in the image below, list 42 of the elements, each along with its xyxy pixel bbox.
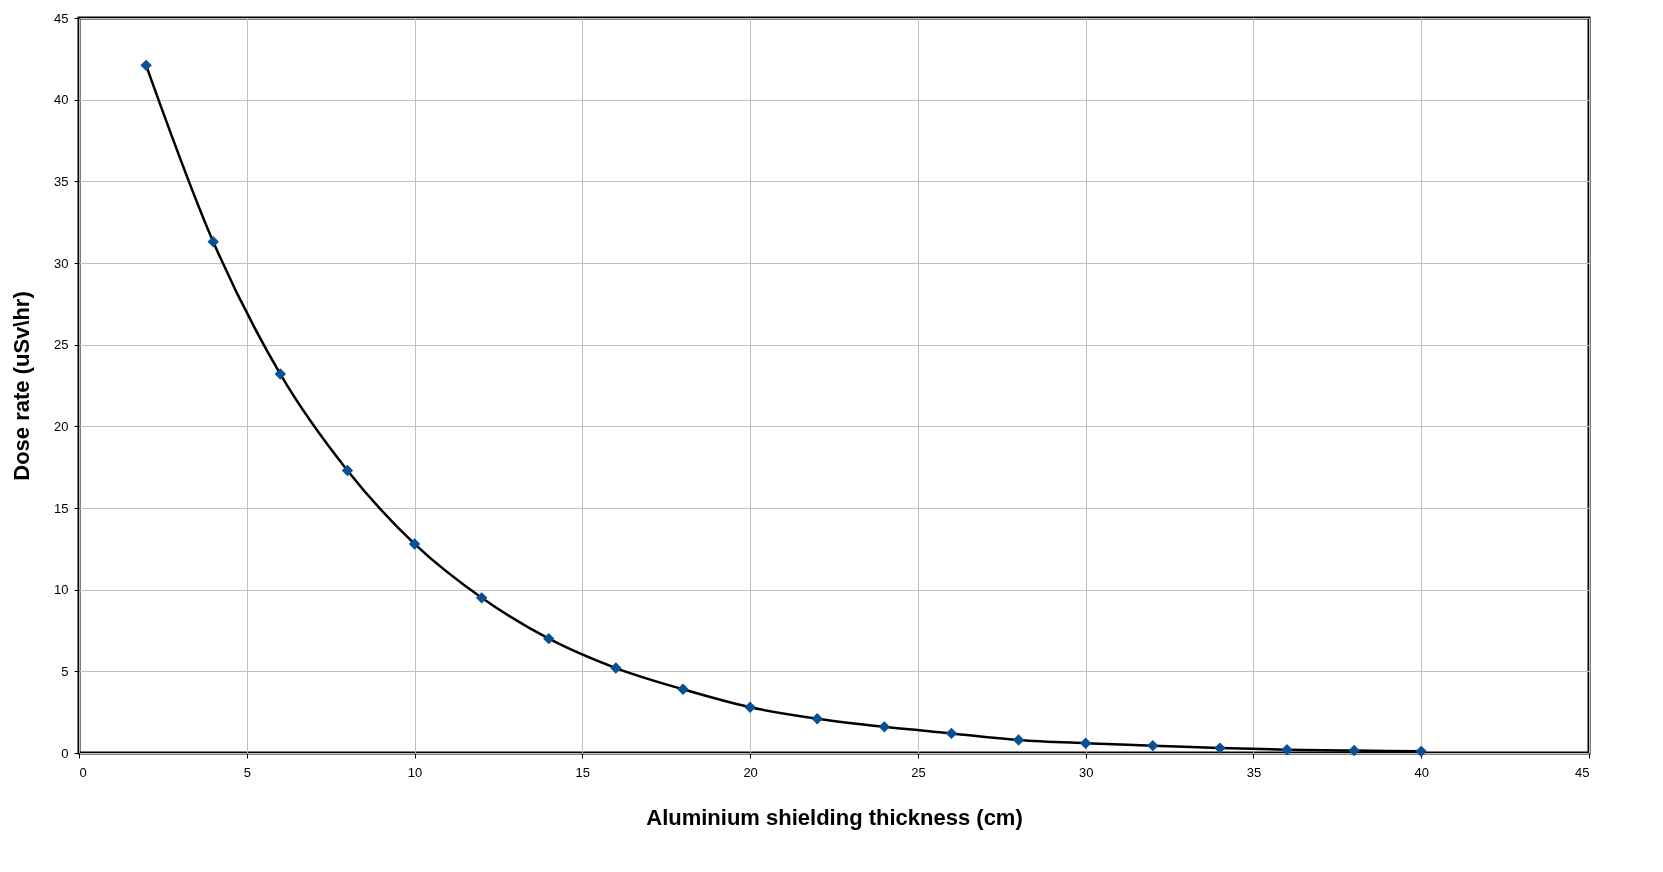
x-tick-label: 0 xyxy=(79,764,87,780)
y-tick-label: 5 xyxy=(61,663,69,679)
x-tick-label: 35 xyxy=(1246,764,1262,780)
point xyxy=(1012,734,1025,746)
point xyxy=(543,632,555,645)
x-tick-label: 25 xyxy=(911,764,926,780)
y-tick-label: 35 xyxy=(54,173,69,189)
y-tick-label: 10 xyxy=(54,582,69,598)
x-axis-title: Aluminium shielding thickness (cm) xyxy=(646,804,1023,830)
point xyxy=(744,701,756,713)
x-tick-label: 20 xyxy=(743,764,758,780)
point xyxy=(610,662,622,674)
x-tick-label: 10 xyxy=(407,764,423,780)
point xyxy=(475,592,488,604)
point xyxy=(140,59,152,72)
x-tick-label: 30 xyxy=(1078,764,1094,780)
point xyxy=(878,721,891,733)
y-tick-label: 0 xyxy=(61,745,69,761)
point xyxy=(1214,742,1226,754)
point xyxy=(1415,745,1427,758)
x-tick-label: 15 xyxy=(575,764,591,780)
point xyxy=(341,464,354,477)
y-tick-label: 45 xyxy=(54,10,69,26)
y-tick-label: 40 xyxy=(54,92,69,108)
y-tick-label: 30 xyxy=(54,255,69,271)
y-tick-label: 25 xyxy=(54,337,69,353)
point xyxy=(207,236,219,248)
point xyxy=(1147,739,1159,752)
point xyxy=(945,727,958,740)
y-tick-label: 20 xyxy=(54,418,69,434)
x-tick-label: 5 xyxy=(243,764,251,780)
point xyxy=(408,538,421,550)
point xyxy=(1348,744,1360,757)
point xyxy=(811,713,823,725)
point xyxy=(1079,737,1092,749)
y-axis-title: Dose rate (uSv\hr) xyxy=(9,291,35,481)
point xyxy=(274,368,287,380)
point xyxy=(677,683,689,695)
point xyxy=(1281,744,1293,756)
x-tick-label: 40 xyxy=(1414,764,1429,780)
y-tick-label: 15 xyxy=(54,500,69,516)
x-tick-label: 45 xyxy=(1575,764,1590,780)
